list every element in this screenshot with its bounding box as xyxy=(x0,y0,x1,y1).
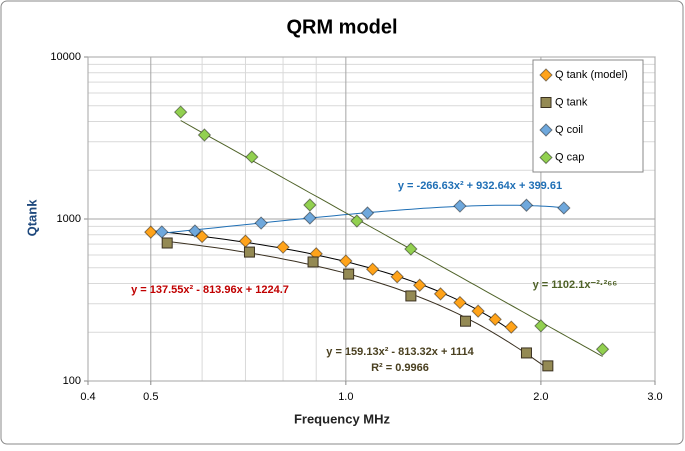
point xyxy=(339,254,353,268)
point xyxy=(595,342,610,356)
point xyxy=(360,206,375,220)
x-tick-label: 1.0 xyxy=(338,391,353,403)
point xyxy=(504,320,518,334)
point xyxy=(307,256,319,268)
x-tick-label: 2.0 xyxy=(533,391,548,403)
y-tick-label: 1000 xyxy=(57,213,81,225)
legend-marker xyxy=(540,97,552,108)
legend-marker xyxy=(539,68,553,82)
point xyxy=(144,225,158,239)
y-tick-label: 100 xyxy=(63,375,81,387)
legend-marker xyxy=(539,150,553,165)
point xyxy=(488,312,502,327)
point xyxy=(405,290,417,302)
point xyxy=(254,216,268,230)
legend-label: Q coil xyxy=(555,124,583,136)
point xyxy=(188,224,202,238)
point xyxy=(460,315,472,327)
x-tick-label: 3.0 xyxy=(647,391,662,403)
point xyxy=(519,198,534,212)
point xyxy=(534,319,548,333)
point xyxy=(173,105,188,119)
point xyxy=(471,304,485,318)
point xyxy=(195,229,209,244)
point xyxy=(542,360,554,372)
y-axis-label: Qtank xyxy=(24,199,39,237)
point xyxy=(404,242,418,256)
annotation: y = 1102.1x⁻²·²⁶⁶ xyxy=(533,279,618,291)
point xyxy=(197,128,212,142)
point xyxy=(303,198,317,212)
trendline xyxy=(180,120,603,357)
legend-label: Q tank (model) xyxy=(555,69,628,81)
trendline xyxy=(167,240,549,370)
point xyxy=(453,295,467,310)
chart-title: QRM model xyxy=(286,16,397,38)
point xyxy=(433,287,448,301)
point xyxy=(343,268,355,280)
point xyxy=(245,150,259,164)
annotation: y = -266.63x² + 932.64x + 399.61 xyxy=(398,180,562,192)
point xyxy=(243,246,255,258)
y-tick-label: 10000 xyxy=(50,51,81,63)
point xyxy=(520,347,532,359)
legend-marker xyxy=(539,123,553,137)
x-axis-label: Frequency MHz xyxy=(294,411,391,426)
legend-label: Q tank xyxy=(555,96,588,108)
point xyxy=(303,211,317,225)
point xyxy=(276,240,290,254)
point xyxy=(350,214,364,228)
annotation: R² = 0.9966 xyxy=(371,362,429,374)
point xyxy=(453,199,467,213)
annotation: y = 137.55x² - 813.96x + 1224.7 xyxy=(131,284,289,296)
annotation: y = 159.13x² - 813.32x + 1114 xyxy=(326,346,474,358)
point xyxy=(161,237,173,249)
point xyxy=(557,201,571,215)
point xyxy=(390,270,404,284)
legend-label: Q cap xyxy=(555,151,584,163)
point xyxy=(155,225,169,239)
x-tick-label: 0.5 xyxy=(143,391,158,403)
point xyxy=(412,278,427,292)
point xyxy=(365,262,380,276)
x-tick-label: 0.4 xyxy=(80,391,95,403)
legend-box xyxy=(532,59,644,173)
